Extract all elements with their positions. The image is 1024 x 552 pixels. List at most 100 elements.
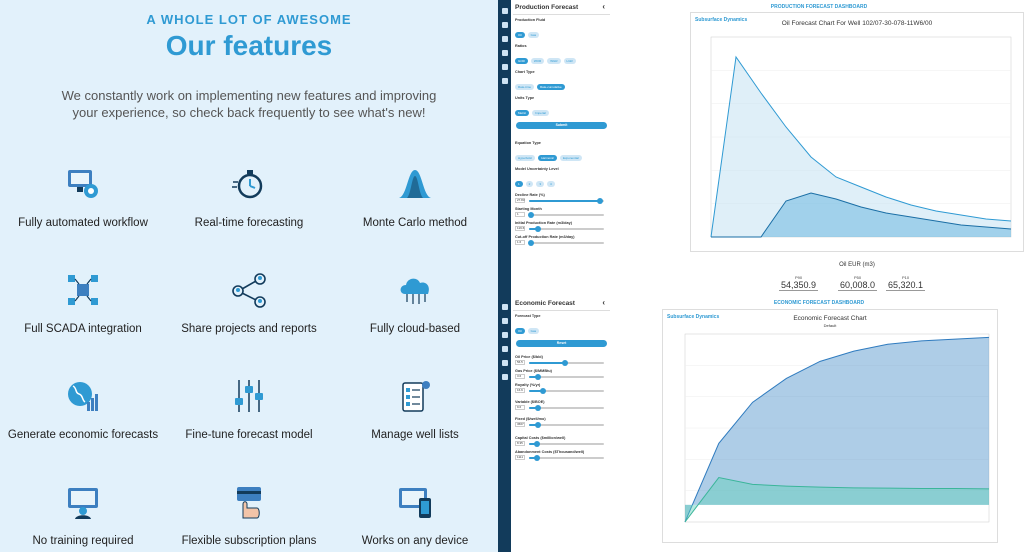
logo-icon[interactable] [501,8,508,14]
economic-chart-svg [684,333,990,523]
gas-price-slider[interactable]: 3.6 [515,374,608,380]
series-area [711,193,1011,237]
uncertainty-option[interactable]: 4 [547,181,555,187]
ratio-option[interactable]: GOR [515,58,528,64]
initial-rate-value[interactable]: 119.6 [515,226,525,231]
chart-icon[interactable] [501,360,508,366]
forecast-option-gas[interactable]: Gas [527,328,540,334]
equation-option[interactable]: Exponential [560,155,582,161]
decline-value[interactable]: 27.83 [515,198,525,203]
month-slider[interactable]: 1 [515,212,608,218]
cutoff-label: Cut-off Production Rate (m3/day) [515,235,575,239]
list-icon[interactable] [501,50,508,56]
production-chart[interactable]: Subsurface Dynamics Oil Forecast Chart F… [690,12,1024,252]
month-value[interactable]: 1 [515,212,525,217]
abandonment-slider[interactable]: 1111 [515,455,608,461]
feature-label: Share projects and reports [181,323,317,335]
forecast-option-oil[interactable]: Oil [515,328,525,334]
list-icon[interactable] [501,346,508,352]
kicker: A WHOLE LOT OF AWESOME [146,12,352,27]
brand-logo: Subsurface Dynamics [667,314,720,320]
dollar-icon[interactable] [501,374,508,380]
panel-title-text: Economic Forecast [515,300,575,307]
decline-slider[interactable]: 27.83 [515,198,608,204]
fixed-value[interactable]: 3667 [515,422,525,427]
info-icon[interactable] [501,332,508,338]
feature-monte-carlo: Monte Carlo method [332,166,498,229]
equation-option[interactable]: Harmonic [538,155,558,161]
series-area [711,57,1011,237]
capital-value[interactable]: 8.35 [515,441,525,446]
oil-price-slider[interactable]: 56.5 [515,360,608,366]
variable-slider[interactable]: 9.6 [515,405,608,411]
dashboard-title: ECONOMIC FORECAST DASHBOARD [773,300,865,306]
feature-label: Fully automated workflow [18,217,148,229]
dollar-icon[interactable] [501,78,508,84]
initial-rate-slider[interactable]: 119.6 [515,226,608,232]
network-icon[interactable] [501,22,508,28]
hand-card-icon [237,487,261,519]
chart-type-label: Chart Type [515,70,535,74]
cutoff-slider[interactable]: 1.6 [515,240,608,246]
eur-key: P50 [853,275,862,280]
royalty-slider[interactable]: 16.6 [515,388,608,394]
side-rail [498,0,511,296]
chart-type-option[interactable]: Rate-time [515,84,535,90]
series-line [710,55,1012,238]
brand-logo: Subsurface Dynamics [695,17,748,23]
uncertainty-option[interactable]: 3 [536,181,545,187]
feature-label: Full SCADA integration [24,323,142,335]
video-lesson-icon [68,488,98,519]
ratio-option[interactable]: WOR [530,58,545,64]
uncertainty-option[interactable]: 1 [515,181,523,187]
network-icon[interactable] [501,318,508,324]
production-chart-svg [710,36,1012,238]
dashboard-title: PRODUCTION FORECAST DASHBOARD [770,4,868,10]
reset-button[interactable]: Reset [516,340,607,347]
variable-value[interactable]: 9.6 [515,405,525,410]
chart-type-option[interactable]: Rate-cumulative [537,84,565,90]
eur-key: P10 [901,275,910,280]
submit-button[interactable]: Submit [516,122,607,129]
royalty-value[interactable]: 16.6 [515,388,525,393]
abandonment-value[interactable]: 1111 [515,455,525,460]
logo-icon[interactable] [501,304,508,310]
initial-rate-label: Initial Production Rate (m3/day) [515,221,572,225]
feature-scada: Full SCADA integration [0,272,166,335]
units-option[interactable]: Metric [515,110,530,116]
capital-label: Capital Costs ($million/well) [515,436,566,440]
collapse-icon[interactable]: ‹ [602,298,605,307]
series-line [684,336,990,523]
eur-p50: P50 60,008.0 [838,275,878,291]
month-label: Starting Month [515,207,542,211]
equation-label: Equation Type [515,141,541,145]
ratio-option[interactable]: WGR [547,58,561,64]
fixed-slider[interactable]: 3667 [515,422,608,428]
feature-realtime-forecasting: Real-time forecasting [166,166,332,229]
cutoff-value[interactable]: 1.6 [515,240,525,245]
economic-chart[interactable]: Subsurface Dynamics Economic Forecast Ch… [662,309,998,543]
network-nodes-icon [68,275,98,305]
capital-slider[interactable]: 8.35 [515,441,608,447]
devices-icon [399,488,431,518]
feature-label: Manage well lists [371,429,459,441]
uncertainty-option[interactable]: 2 [525,181,534,187]
fluid-option-oil[interactable]: Oil [515,32,525,38]
equation-option[interactable]: Hyperbolic [515,155,536,161]
feature-no-training: No training required [0,484,166,547]
feature-label: Works on any device [361,535,469,547]
series-area [685,337,989,522]
chart-icon[interactable] [501,64,508,70]
feature-label: No training required [32,535,134,547]
gas-price-value[interactable]: 3.6 [515,374,525,379]
units-option[interactable]: Imperial [532,110,549,116]
fluid-option-gas[interactable]: Gas [527,32,540,38]
economic-forecast-panel: Economic Forecast ‹ Forecast Type Oil Gas … [498,296,610,552]
feature-any-device: Works on any device [332,484,498,547]
info-icon[interactable] [501,36,508,42]
oil-price-value[interactable]: 56.5 [515,360,525,365]
collapse-icon[interactable]: ‹ [602,2,605,11]
panel-title-text: Production Forecast [515,4,579,11]
ratio-option[interactable]: LGR [563,58,576,64]
eur-p10: P10 65,320.1 [886,275,926,291]
